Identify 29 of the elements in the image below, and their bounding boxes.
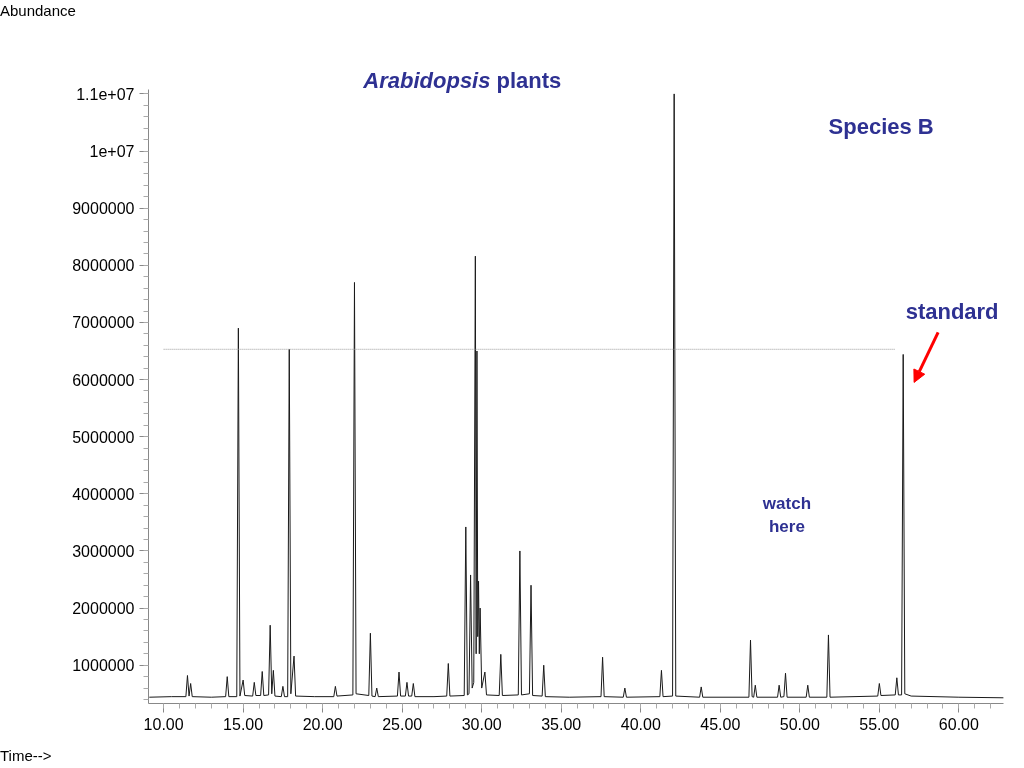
x-tick-label: 40.00 [620,715,661,733]
x-axis-title: Time--> [0,746,52,766]
x-tick-label: 35.00 [541,715,582,733]
x-tick-label: 60.00 [938,715,979,733]
y-tick-label: 8000000 [72,257,135,275]
y-tick-label: 3000000 [72,542,135,560]
x-tick-label: 30.00 [461,715,502,733]
x-tick-label: 50.00 [779,715,820,733]
y-tick-label: 2000000 [72,600,135,618]
line-series [148,93,1004,699]
x-tick-label: 15.00 [223,715,264,733]
y-tick-label: 1000000 [72,657,135,675]
x-tick-label: 55.00 [859,715,900,733]
y-tick-label: 1.1e+07 [76,85,135,103]
y-tick-label: 4000000 [72,485,135,503]
y-axis-title: Abundance [0,1,76,21]
x-tick-label: 45.00 [700,715,741,733]
chart-title: Arabidopsis plants [362,68,562,94]
y-tick-label: 7000000 [72,314,135,332]
x-tick-label: 25.00 [382,715,423,733]
x-tick-label: 20.00 [302,715,343,733]
x-tick-label: 10.00 [143,715,184,733]
y-tick-label: 5000000 [72,428,135,446]
annotation: Species B [828,114,934,140]
y-tick-label: 1e+07 [89,143,135,161]
y-tick-label: 9000000 [72,200,135,218]
y-tick-label: 6000000 [72,371,135,389]
annotation: watch here [761,494,812,537]
annotation: standard [905,298,999,324]
